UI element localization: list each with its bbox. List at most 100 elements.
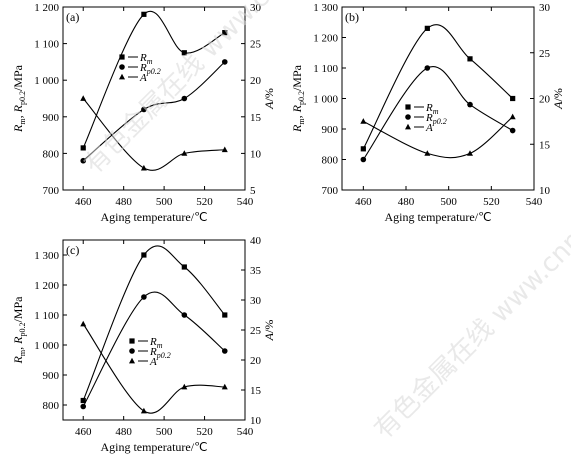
series-line-R_p02 [82, 291, 226, 407]
x-tick-label: 540 [526, 196, 543, 208]
y-left-tick-label: 900 [43, 370, 60, 382]
x-tick-label: 460 [355, 196, 372, 208]
data-point-A [467, 150, 473, 156]
data-point-A [140, 164, 147, 171]
legend-marker-R_p02 [129, 348, 135, 354]
data-point-R_m [510, 95, 516, 102]
y-right-tick-label: 30 [250, 2, 262, 14]
series-line-R_m [82, 245, 226, 401]
watermark-top-left: 有色金属在线 www.cnnmol.com [79, 0, 378, 180]
x-tick-label: 520 [196, 426, 213, 438]
x-axis-title: Aging temperature/℃ [100, 440, 207, 454]
x-tick-label: 540 [237, 426, 254, 438]
legend-marker-R_m [119, 54, 125, 60]
y-right-axis-title: A/% [551, 88, 565, 110]
panel-label: (c) [66, 243, 79, 257]
x-tick-label: 500 [156, 426, 173, 438]
y-left-tick-label: 1 300 [34, 250, 59, 262]
x-tick-label: 460 [75, 426, 92, 438]
y-right-tick-label: 25 [250, 325, 262, 337]
y-right-tick-label: 20 [539, 94, 551, 106]
data-point-R_p02 [360, 156, 367, 163]
legend-label-A: A [149, 356, 157, 368]
plot-frame [341, 6, 535, 191]
y-right-tick-label: 30 [250, 295, 262, 307]
x-axis-title: Aging temperature/℃ [384, 210, 491, 224]
data-point-A [360, 118, 367, 124]
data-point-R_m [80, 145, 86, 151]
data-point-A [424, 150, 431, 156]
y-left-tick-label: 1 300 [313, 2, 338, 14]
data-point-R_m [222, 30, 228, 36]
y-left-tick-label: 800 [43, 400, 60, 412]
panel-label: (b) [345, 10, 359, 24]
series-line-R_p02 [82, 61, 226, 162]
x-axis-title: Aging temperature/℃ [100, 210, 207, 224]
data-point-R_p02 [141, 294, 147, 300]
y-left-tick-label: 900 [322, 124, 339, 136]
y-right-tick-label: 25 [539, 48, 551, 60]
data-point-R_m [80, 397, 86, 404]
series-line-A [363, 116, 514, 159]
y-left-axis-title: Rm, Rp0.2/MPa [11, 296, 27, 365]
x-tick-label: 520 [196, 196, 213, 208]
x-tick-label: 460 [75, 196, 92, 208]
y-right-tick-label: 15 [250, 112, 262, 124]
data-point-R_p02 [80, 403, 87, 410]
y-right-tick-label: 15 [250, 385, 262, 397]
y-left-tick-label: 1 000 [313, 94, 338, 106]
y-right-tick-label: 40 [250, 235, 262, 247]
y-left-tick-label: 700 [322, 185, 339, 197]
x-tick-label: 520 [483, 196, 500, 208]
y-left-tick-label: 800 [322, 155, 339, 167]
y-right-tick-label: 10 [539, 185, 551, 197]
legend-marker-A [129, 357, 135, 364]
y-right-tick-label: 10 [250, 148, 262, 160]
y-left-tick-label: 1 100 [34, 310, 59, 322]
series-line-R_m [82, 10, 226, 149]
y-left-tick-label: 1 200 [313, 33, 338, 45]
y-right-tick-label: 30 [539, 2, 551, 14]
x-tick-label: 480 [115, 426, 132, 438]
data-point-R_m [467, 56, 473, 62]
data-point-A [140, 407, 147, 414]
y-left-tick-label: 900 [43, 112, 60, 124]
legend-marker-R_p02 [119, 64, 125, 70]
y-right-axis-title: A/% [262, 88, 276, 110]
data-point-A [221, 383, 228, 390]
y-left-tick-label: 1 200 [34, 280, 59, 292]
y-right-tick-label: 25 [250, 39, 262, 51]
x-tick-label: 500 [440, 196, 457, 208]
data-point-R_p02 [424, 65, 431, 71]
legend-label-A: A [425, 122, 433, 134]
legend-label-R_m: Rm [139, 52, 153, 66]
series-line-A [82, 98, 225, 171]
data-point-R_m [141, 11, 147, 17]
y-left-tick-label: 1 100 [313, 63, 338, 75]
legend-marker-A [405, 123, 411, 130]
data-point-A [181, 383, 188, 390]
x-tick-label: 500 [156, 196, 173, 208]
y-right-tick-label: 5 [250, 185, 256, 197]
data-point-R_m [424, 25, 430, 31]
data-point-R_p02 [181, 312, 188, 318]
y-left-tick-label: 800 [43, 148, 60, 160]
data-point-R_m [141, 252, 147, 258]
plot-frame [62, 6, 246, 191]
data-point-R_p02 [141, 106, 147, 113]
series-line-A [82, 323, 225, 414]
y-left-tick-label: 700 [43, 185, 60, 197]
x-tick-label: 480 [115, 196, 132, 208]
legend-marker-R_m [405, 104, 411, 110]
y-left-tick-label: 1 000 [34, 75, 59, 87]
series-line-R_m [362, 24, 514, 150]
legend-label-R_p02: Rp0.2 [425, 112, 447, 126]
panel-c: 460 480 500 520 540 800 900 1 000 1 100 1 200 1 30… [11, 235, 276, 454]
y-right-tick-label: 35 [250, 265, 262, 277]
legend-marker-R_m [129, 338, 135, 344]
legend-label-R_m: Rm [149, 336, 163, 350]
data-point-R_p02 [80, 157, 87, 164]
y-left-axis-title: Rm, Rp0.2/MPa [290, 64, 306, 133]
